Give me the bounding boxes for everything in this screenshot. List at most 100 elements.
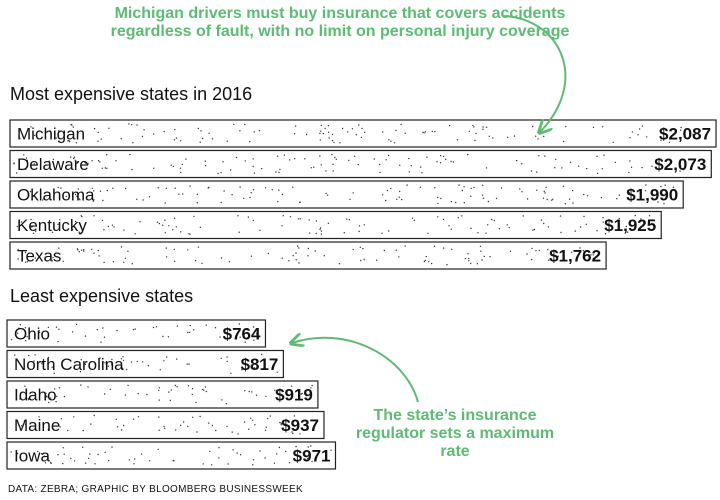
texture-dot — [174, 187, 176, 189]
texture-dot — [458, 184, 460, 186]
texture-dot — [574, 230, 576, 232]
texture-dot — [628, 171, 630, 174]
bar-ohio: Ohio $764 — [6, 319, 267, 348]
texture-dot — [131, 124, 133, 126]
texture-dot — [71, 228, 74, 231]
texture-dot — [423, 132, 425, 134]
texture-dot — [433, 245, 436, 247]
texture-dot — [189, 185, 191, 187]
texture-dot — [457, 217, 459, 219]
texture-dot — [51, 366, 53, 368]
texture-dot — [220, 257, 223, 259]
texture-dot — [155, 326, 158, 328]
texture-dot — [104, 362, 106, 364]
texture-dot — [644, 190, 647, 192]
texture-dot — [102, 361, 104, 363]
texture-dot — [16, 225, 18, 228]
texture-dot — [247, 216, 250, 218]
category-label: Iowa — [14, 447, 50, 466]
bar-rect — [6, 349, 284, 379]
texture-dot — [309, 232, 311, 234]
texture-dot — [536, 171, 538, 173]
texture-dot — [59, 426, 61, 428]
texture-dot — [201, 262, 203, 265]
texture-dot — [477, 232, 479, 234]
texture-dot — [491, 218, 493, 221]
texture-dot — [37, 130, 40, 133]
texture-dot — [28, 337, 31, 340]
texture-dot — [320, 124, 322, 127]
texture-dot — [602, 217, 604, 219]
texture-dot — [47, 356, 50, 359]
texture-dot — [237, 433, 239, 435]
texture-dot — [506, 224, 508, 226]
texture-dot — [363, 131, 366, 134]
texture-dot — [562, 140, 565, 143]
value-label: $971 — [293, 447, 331, 466]
bar-rect — [6, 380, 319, 409]
texture-dot — [187, 425, 189, 427]
texture-dot — [105, 363, 108, 366]
texture-dot — [322, 132, 325, 135]
texture-dot — [470, 227, 472, 229]
texture-dot — [209, 450, 211, 453]
texture-dot — [335, 158, 337, 160]
texture-dot — [424, 259, 427, 262]
texture-dot — [538, 249, 540, 252]
texture-dot — [288, 260, 290, 262]
texture-dot — [20, 221, 23, 223]
texture-dot — [314, 250, 316, 252]
texture-dot — [294, 125, 297, 127]
texture-dot — [30, 218, 32, 221]
texture-dot — [193, 329, 195, 331]
texture-dot — [253, 131, 255, 133]
texture-dot — [74, 193, 77, 196]
texture-dot — [487, 200, 490, 203]
texture-dot — [136, 198, 138, 200]
texture-dot — [600, 196, 603, 199]
texture-dot — [310, 167, 312, 169]
texture-dot — [182, 421, 185, 423]
texture-dot — [442, 155, 445, 158]
texture-dot — [96, 329, 98, 331]
texture-dot — [310, 387, 312, 389]
texture-dot — [470, 187, 472, 190]
texture-dot — [440, 197, 442, 200]
texture-dot — [252, 464, 254, 466]
bar-texture — [14, 353, 278, 374]
value-label: $937 — [281, 416, 319, 435]
texture-dot — [339, 142, 341, 144]
texture-dot — [583, 215, 585, 218]
texture-dot — [174, 128, 176, 131]
texture-dot — [261, 167, 263, 170]
texture-dot — [239, 186, 241, 188]
bar-texture — [10, 323, 260, 343]
texture-dot — [399, 190, 401, 193]
texture-dot — [102, 199, 104, 202]
texture-dot — [93, 190, 95, 192]
texture-dot — [248, 428, 250, 430]
texture-dot — [226, 140, 228, 142]
texture-dot — [62, 447, 64, 449]
texture-dot — [436, 161, 438, 163]
texture-dot — [515, 159, 518, 162]
texture-dot — [590, 254, 592, 256]
texture-dot — [82, 429, 84, 432]
texture-dot — [603, 154, 605, 156]
texture-dot — [532, 229, 534, 231]
texture-dot — [68, 140, 71, 143]
texture-dot — [467, 153, 469, 156]
texture-dot — [363, 224, 365, 226]
texture-dot — [129, 153, 131, 156]
texture-dot — [299, 433, 301, 435]
texture-dot — [586, 167, 588, 170]
texture-dot — [683, 169, 685, 171]
texture-dot — [186, 363, 188, 365]
texture-dot — [386, 189, 389, 192]
texture-dot — [208, 422, 210, 424]
texture-dot — [298, 262, 300, 264]
texture-dot — [54, 388, 56, 390]
value-label: $1,990 — [626, 186, 678, 205]
texture-dot — [390, 187, 392, 190]
